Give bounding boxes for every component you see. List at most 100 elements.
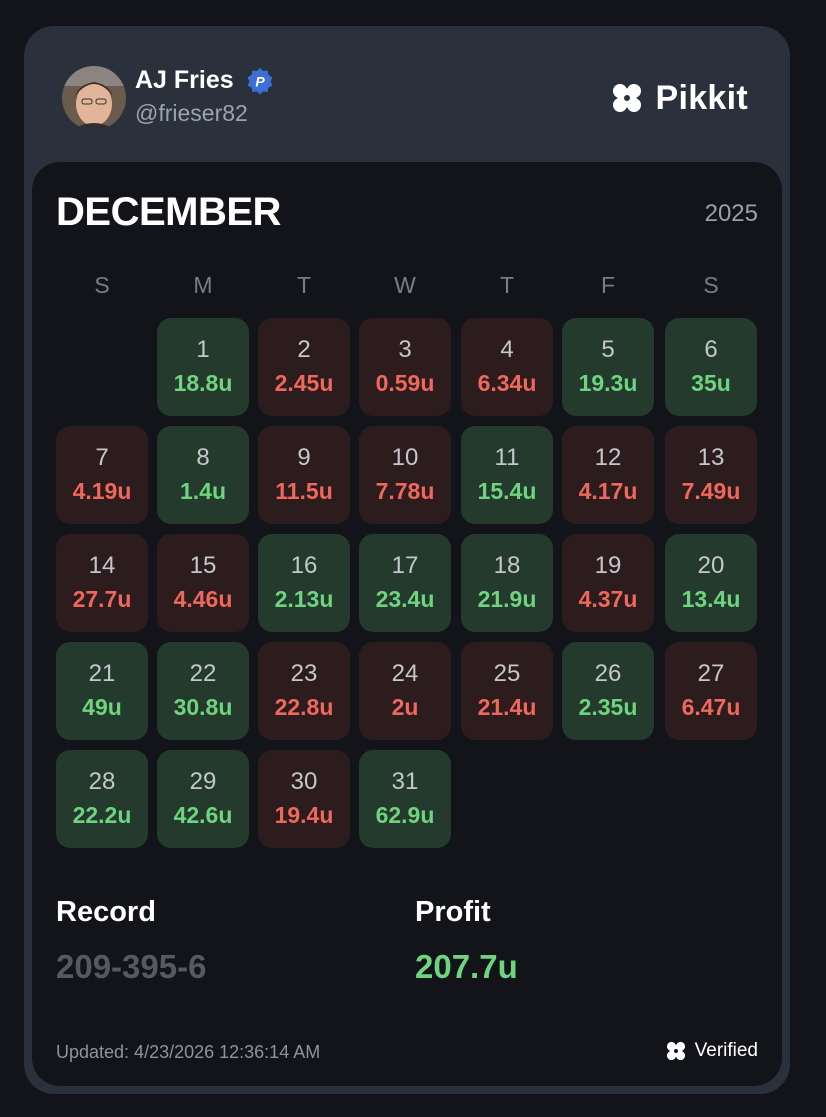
weekday-fri: F bbox=[600, 272, 616, 298]
day-units: 22.2u bbox=[72, 802, 132, 828]
profit-label: Profit bbox=[415, 896, 491, 928]
day-units: 6.47u bbox=[681, 694, 741, 720]
calendar-day[interactable]: 26 2.35u bbox=[562, 642, 654, 740]
calendar-day[interactable]: 21 49u bbox=[56, 642, 148, 740]
year-label: 2025 bbox=[704, 200, 758, 227]
calendar-day[interactable]: 15 4.46u bbox=[157, 534, 249, 632]
day-number: 15 bbox=[189, 552, 217, 579]
calendar-day[interactable]: 29 42.6u bbox=[157, 750, 249, 848]
calendar-day[interactable]: 14 27.7u bbox=[56, 534, 148, 632]
day-units: 1.4u bbox=[179, 478, 227, 504]
calendar-day[interactable]: 17 23.4u bbox=[359, 534, 451, 632]
calendar-day[interactable]: 27 6.47u bbox=[665, 642, 757, 740]
calendar-day[interactable]: 8 1.4u bbox=[157, 426, 249, 524]
share-card: AJ Fries P @frieser82 Pikkit DECEMBER 20… bbox=[24, 26, 790, 1094]
day-number: 17 bbox=[391, 552, 419, 579]
calendar-day[interactable]: 28 22.2u bbox=[56, 750, 148, 848]
day-number: 23 bbox=[290, 660, 318, 687]
brand-logo: Pikkit bbox=[607, 78, 748, 118]
day-units: 0.59u bbox=[375, 370, 435, 396]
calendar-day[interactable]: 19 4.37u bbox=[562, 534, 654, 632]
day-number: 20 bbox=[697, 552, 725, 579]
calendar-day[interactable]: 6 35u bbox=[665, 318, 757, 416]
day-number: 28 bbox=[88, 768, 116, 795]
day-units: 4.19u bbox=[72, 478, 132, 504]
avatar[interactable] bbox=[62, 66, 126, 130]
calendar-day[interactable]: 7 4.19u bbox=[56, 426, 148, 524]
day-number: 19 bbox=[594, 552, 622, 579]
day-number: 12 bbox=[594, 444, 622, 471]
calendar-day[interactable]: 16 2.13u bbox=[258, 534, 350, 632]
weekday-sat: S bbox=[703, 272, 719, 298]
calendar-day[interactable]: 4 6.34u bbox=[461, 318, 553, 416]
day-number: 29 bbox=[189, 768, 217, 795]
day-units: 35u bbox=[691, 370, 731, 396]
calendar-day[interactable]: 31 62.9u bbox=[359, 750, 451, 848]
day-number: 5 bbox=[601, 336, 615, 363]
calendar-day[interactable]: 25 21.4u bbox=[461, 642, 553, 740]
day-units: 21.4u bbox=[477, 694, 537, 720]
calendar-day[interactable]: 1 18.8u bbox=[157, 318, 249, 416]
day-units: 49u bbox=[82, 694, 122, 720]
clover-verified-icon bbox=[666, 1041, 685, 1061]
day-number: 6 bbox=[704, 336, 718, 363]
day-number: 4 bbox=[500, 336, 514, 363]
weekday-wed: W bbox=[394, 272, 416, 298]
day-units: 4.37u bbox=[578, 586, 638, 612]
weekday-tue: T bbox=[296, 272, 312, 298]
day-number: 16 bbox=[290, 552, 318, 579]
verified-label: Verified bbox=[694, 1040, 758, 1061]
calendar-day[interactable]: 22 30.8u bbox=[157, 642, 249, 740]
day-number: 7 bbox=[95, 444, 109, 471]
day-units: 30.8u bbox=[173, 694, 233, 720]
day-units: 6.34u bbox=[477, 370, 537, 396]
day-number: 3 bbox=[398, 336, 412, 363]
day-number: 8 bbox=[196, 444, 210, 471]
avatar-image bbox=[62, 66, 126, 130]
calendar-day[interactable]: 11 15.4u bbox=[461, 426, 553, 524]
day-number: 10 bbox=[391, 444, 419, 471]
day-number: 1 bbox=[196, 336, 210, 363]
weekday-thu: T bbox=[499, 272, 515, 298]
calendar-day[interactable]: 5 19.3u bbox=[562, 318, 654, 416]
day-number: 18 bbox=[493, 552, 521, 579]
weekday-mon: M bbox=[193, 272, 213, 298]
calendar-day[interactable]: 2 2.45u bbox=[258, 318, 350, 416]
day-units: 2.35u bbox=[578, 694, 638, 720]
day-number: 13 bbox=[697, 444, 725, 471]
day-units: 42.6u bbox=[173, 802, 233, 828]
calendar-day[interactable]: 10 7.78u bbox=[359, 426, 451, 524]
day-units: 19.4u bbox=[274, 802, 334, 828]
calendar-day[interactable]: 9 11.5u bbox=[258, 426, 350, 524]
brand-name: Pikkit bbox=[655, 78, 748, 117]
verified-indicator: Verified bbox=[663, 1038, 758, 1064]
day-number: 9 bbox=[297, 444, 311, 471]
calendar-day[interactable]: 30 19.4u bbox=[258, 750, 350, 848]
profile-name[interactable]: AJ Fries bbox=[135, 66, 234, 94]
day-units: 4.17u bbox=[578, 478, 638, 504]
day-number: 22 bbox=[189, 660, 217, 687]
day-units: 2u bbox=[391, 694, 419, 720]
calendar-day[interactable]: 18 21.9u bbox=[461, 534, 553, 632]
day-units: 7.78u bbox=[375, 478, 435, 504]
calendar-day[interactable]: 23 22.8u bbox=[258, 642, 350, 740]
day-number: 2 bbox=[297, 336, 311, 363]
day-units: 23.4u bbox=[375, 586, 435, 612]
day-units: 13.4u bbox=[681, 586, 741, 612]
verified-badge-icon: P bbox=[247, 68, 273, 95]
record-label: Record bbox=[56, 896, 156, 928]
day-number: 30 bbox=[290, 768, 318, 795]
day-number: 11 bbox=[494, 444, 520, 471]
calendar-panel: DECEMBER 2025 S M T W T F S 1 18.8u 2 2.45u… bbox=[32, 162, 782, 1086]
day-units: 19.3u bbox=[578, 370, 638, 396]
calendar-day[interactable]: 12 4.17u bbox=[562, 426, 654, 524]
day-number: 14 bbox=[88, 552, 116, 579]
calendar-day[interactable]: 24 2u bbox=[359, 642, 451, 740]
day-number: 31 bbox=[391, 768, 419, 795]
weekday-sun: S bbox=[94, 272, 110, 298]
calendar-day[interactable]: 13 7.49u bbox=[665, 426, 757, 524]
calendar-day[interactable]: 3 0.59u bbox=[359, 318, 451, 416]
calendar-day[interactable]: 20 13.4u bbox=[665, 534, 757, 632]
day-number: 25 bbox=[493, 660, 521, 687]
profile-handle[interactable]: @frieser82 bbox=[135, 100, 248, 126]
